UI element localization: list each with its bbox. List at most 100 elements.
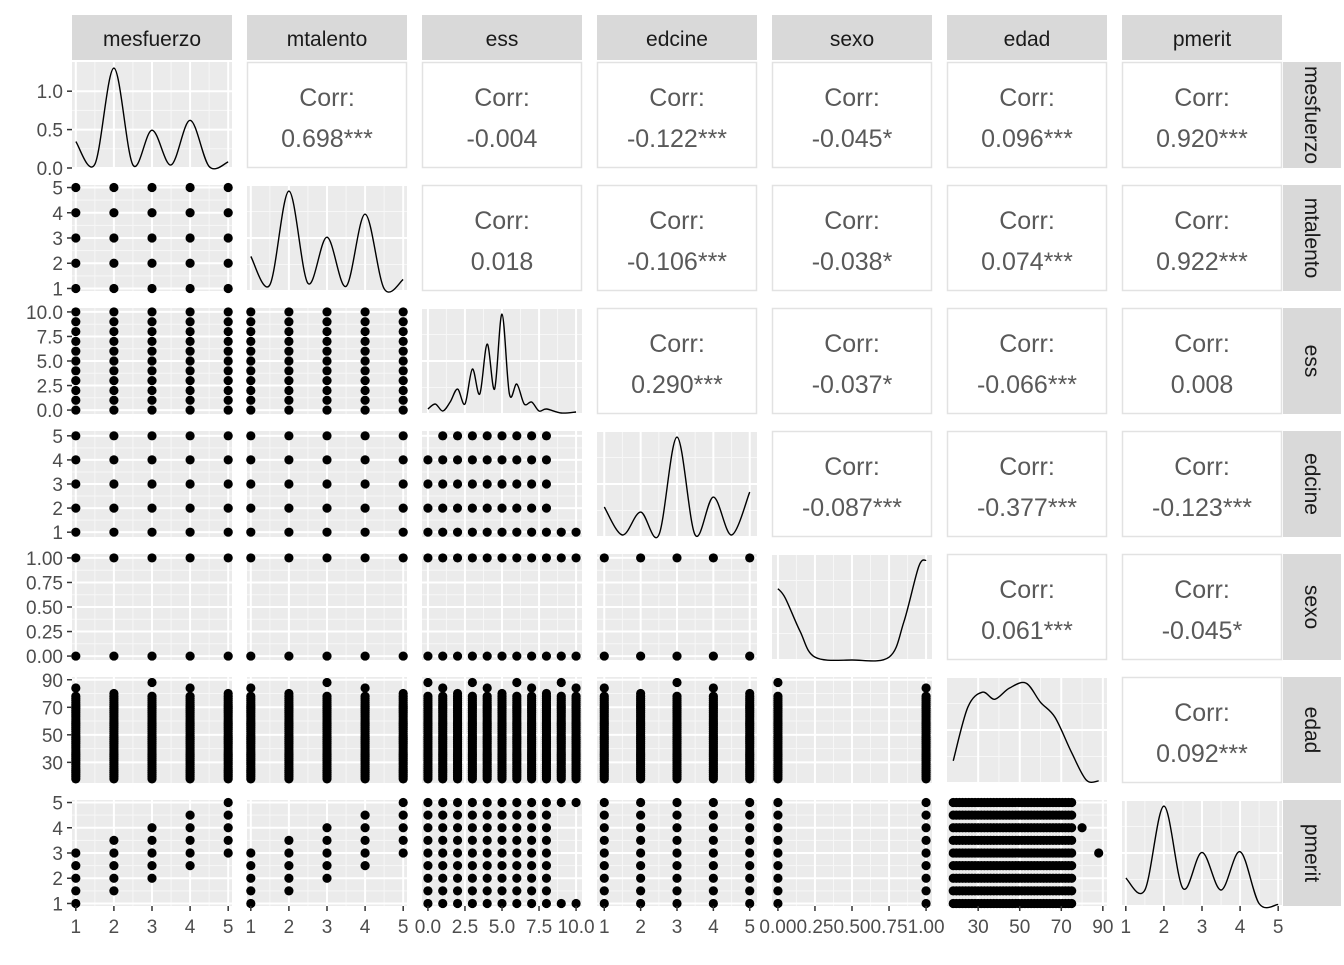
correlation-panel: Corr: -0.038*	[771, 184, 933, 292]
data-point	[1067, 886, 1077, 896]
data-point	[360, 317, 370, 327]
data-point	[438, 810, 448, 820]
data-point	[71, 886, 81, 896]
correlation-label: Corr:	[299, 84, 355, 112]
data-point	[497, 898, 507, 909]
y-tick-label: 90	[42, 671, 63, 692]
data-point	[185, 366, 195, 376]
y-tick-label: 7.5	[37, 327, 63, 348]
data-point	[452, 527, 463, 537]
data-point	[360, 835, 370, 845]
data-point	[467, 886, 477, 896]
data-point	[223, 326, 233, 337]
data-point	[541, 835, 552, 845]
data-point	[773, 691, 783, 701]
data-point	[147, 527, 157, 537]
data-point	[527, 873, 537, 883]
data-point	[322, 691, 332, 701]
data-point	[398, 317, 408, 327]
data-point	[482, 848, 492, 858]
data-point	[398, 455, 408, 465]
data-point	[147, 503, 157, 513]
data-point	[497, 886, 507, 896]
y-tick-label: 4	[52, 819, 63, 840]
y-tick-label: 0.0	[37, 159, 63, 180]
data-point	[147, 283, 157, 294]
panel-grid	[72, 554, 232, 660]
data-point	[185, 376, 195, 386]
data-point	[360, 861, 370, 871]
data-point	[636, 848, 646, 858]
data-point	[109, 356, 119, 366]
data-point	[147, 366, 157, 376]
data-point	[512, 553, 522, 563]
row-strip-label: edcine	[1300, 453, 1323, 515]
data-point	[223, 823, 233, 833]
data-point	[467, 455, 477, 465]
data-point	[497, 503, 507, 513]
data-point	[246, 691, 256, 701]
data-point	[497, 688, 507, 699]
data-point	[71, 479, 81, 489]
data-point	[246, 376, 256, 386]
y-tick-label: 50	[42, 726, 63, 747]
data-point	[672, 848, 682, 858]
data-point	[423, 691, 433, 701]
data-point	[71, 376, 81, 386]
y-tick-label: 2	[52, 499, 63, 520]
correlation-value: -0.037*	[812, 371, 893, 399]
correlation-value: -0.377***	[977, 494, 1077, 522]
data-point	[109, 688, 119, 699]
data-point	[147, 691, 157, 701]
data-point	[452, 835, 463, 845]
panel-grid	[772, 553, 932, 661]
data-point	[398, 835, 408, 845]
data-point	[512, 455, 522, 465]
data-point	[541, 651, 552, 661]
correlation-label: Corr:	[649, 330, 705, 358]
row-strip	[1283, 554, 1341, 660]
scatter-points	[599, 797, 755, 909]
data-point	[398, 527, 408, 537]
data-point	[423, 677, 433, 688]
data-point	[527, 861, 537, 871]
data-point	[71, 503, 81, 513]
data-point	[708, 861, 718, 871]
x-tick-label: 50	[1009, 917, 1030, 938]
correlation-value: -0.122***	[627, 125, 727, 153]
correlation-value: 0.096***	[981, 125, 1073, 153]
data-point	[185, 527, 195, 537]
data-point	[512, 527, 522, 537]
data-point	[322, 873, 332, 883]
data-point	[745, 861, 755, 871]
data-point	[745, 898, 755, 909]
data-point	[322, 376, 332, 386]
data-point	[599, 691, 609, 701]
data-point	[109, 861, 119, 871]
correlation-value: 0.920***	[1156, 125, 1248, 153]
scatter-points	[773, 797, 931, 909]
data-point	[360, 395, 370, 405]
data-point	[773, 886, 783, 896]
panel-grid	[247, 184, 407, 292]
data-point	[527, 797, 537, 808]
data-point	[773, 823, 783, 833]
data-point	[185, 503, 195, 513]
correlation-label: Corr:	[824, 330, 880, 358]
data-point	[1067, 861, 1077, 871]
data-point	[571, 683, 581, 693]
data-point	[71, 431, 81, 441]
data-point	[246, 336, 256, 346]
column-strip	[597, 15, 757, 60]
data-point	[512, 479, 522, 489]
data-point	[246, 366, 256, 376]
correlation-label: Corr:	[999, 207, 1055, 235]
data-point	[360, 527, 370, 537]
data-point	[284, 479, 294, 489]
correlation-panel: Corr: 0.096***	[946, 61, 1108, 169]
data-point	[482, 651, 492, 661]
data-point	[556, 898, 566, 909]
data-point	[438, 503, 448, 513]
data-point	[556, 691, 566, 701]
data-point	[541, 431, 552, 441]
